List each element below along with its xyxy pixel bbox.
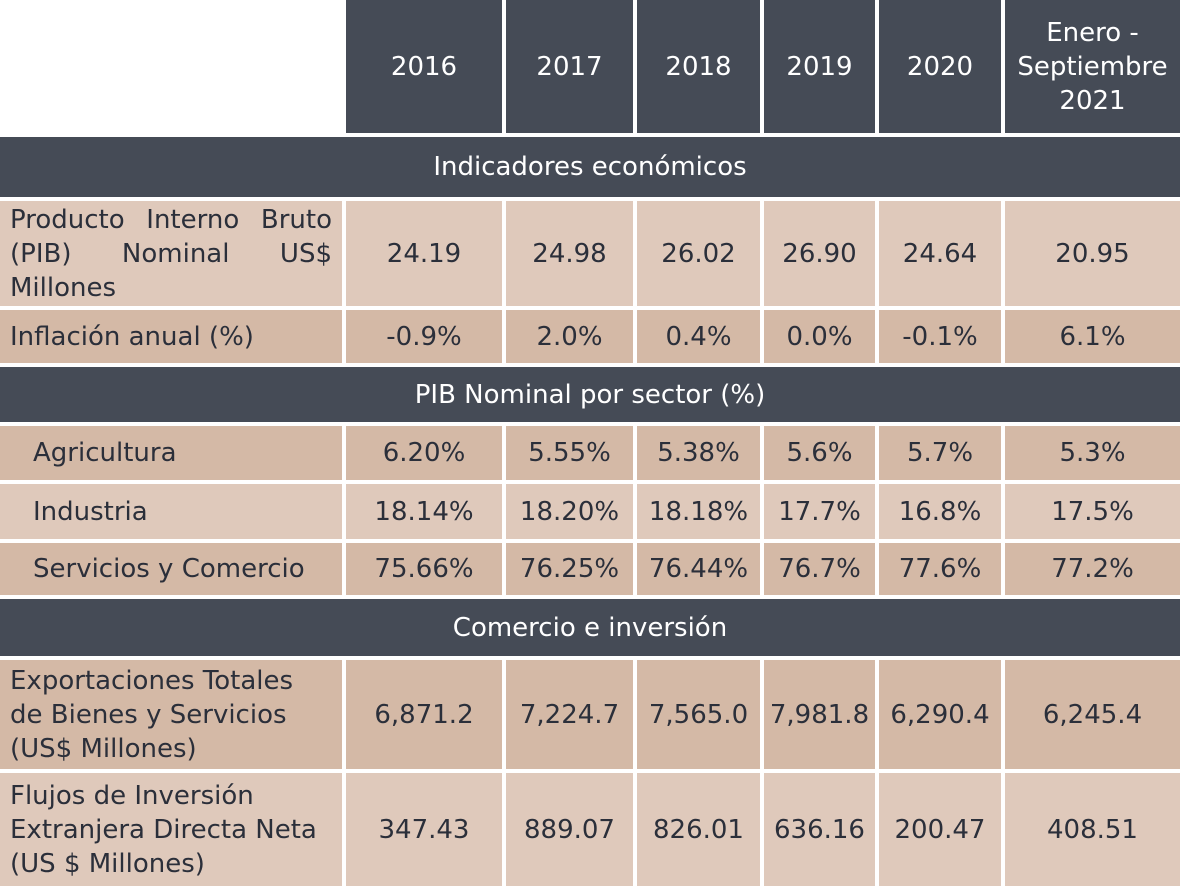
table-cell: 636.16 [764,773,879,886]
table-cell: 6,245.4 [1005,660,1180,773]
table-cell: 17.7% [764,484,879,543]
section-title: Comercio e inversión [0,599,1180,660]
table-row: Servicios y Comercio 75.66% 76.25% 76.44… [0,543,1180,599]
table-cell: 77.2% [1005,543,1180,599]
table-row: Producto Interno Bruto (PIB) Nominal US$… [0,201,1180,310]
table-cell: 5.38% [637,426,764,484]
table-cell: 77.6% [879,543,1005,599]
table-cell: 0.0% [764,310,879,367]
table-cell: 5.7% [879,426,1005,484]
table-cell: 7,565.0 [637,660,764,773]
table-cell: 6.1% [1005,310,1180,367]
section-row: Indicadores económicos [0,137,1180,201]
table-cell: 6,290.4 [879,660,1005,773]
table-cell: 2.0% [506,310,637,367]
table-cell: 24.98 [506,201,637,310]
table-cell: -0.9% [346,310,506,367]
column-header-2021: Enero - Septiembre 2021 [1005,0,1180,137]
table-cell: 5.6% [764,426,879,484]
table-cell: 889.07 [506,773,637,886]
table-cell: 18.20% [506,484,637,543]
row-label: Inflación anual (%) [0,310,346,367]
header-row: 2016 2017 2018 2019 2020 Enero - Septiem… [0,0,1180,137]
row-label: Producto Interno Bruto (PIB) Nominal US$… [0,201,346,310]
column-header-2018: 2018 [637,0,764,137]
row-label: Exportaciones Totales de Bienes y Servic… [0,660,346,773]
table-cell: 6.20% [346,426,506,484]
table-cell: 75.66% [346,543,506,599]
column-header-2017: 2017 [506,0,637,137]
section-title: PIB Nominal por sector (%) [0,367,1180,426]
table-cell: 76.25% [506,543,637,599]
row-label: Industria [0,484,346,543]
table-cell: 16.8% [879,484,1005,543]
table-cell: 5.55% [506,426,637,484]
table-cell: 17.5% [1005,484,1180,543]
table-cell: -0.1% [879,310,1005,367]
column-header-2019: 2019 [764,0,879,137]
section-row: PIB Nominal por sector (%) [0,367,1180,426]
table-cell: 7,981.8 [764,660,879,773]
table-cell: 24.19 [346,201,506,310]
table-row: Inflación anual (%) -0.9% 2.0% 0.4% 0.0%… [0,310,1180,367]
column-header-2020: 2020 [879,0,1005,137]
header-blank-cell [0,0,346,137]
table-cell: 347.43 [346,773,506,886]
row-label: Flujos de Inversión Extranjera Directa N… [0,773,346,886]
table-cell: 26.90 [764,201,879,310]
row-label: Servicios y Comercio [0,543,346,599]
table-cell: 24.64 [879,201,1005,310]
table-cell: 20.95 [1005,201,1180,310]
table-row: Exportaciones Totales de Bienes y Servic… [0,660,1180,773]
table-cell: 76.7% [764,543,879,599]
table-cell: 7,224.7 [506,660,637,773]
table-cell: 26.02 [637,201,764,310]
table-cell: 826.01 [637,773,764,886]
table-cell: 18.14% [346,484,506,543]
table-cell: 18.18% [637,484,764,543]
row-label: Agricultura [0,426,346,484]
table-cell: 0.4% [637,310,764,367]
table-cell: 5.3% [1005,426,1180,484]
table-cell: 6,871.2 [346,660,506,773]
table-cell: 200.47 [879,773,1005,886]
table-row: Agricultura 6.20% 5.55% 5.38% 5.6% 5.7% … [0,426,1180,484]
column-header-2016: 2016 [346,0,506,137]
section-row: Comercio e inversión [0,599,1180,660]
table-cell: 408.51 [1005,773,1180,886]
table-row: Industria 18.14% 18.20% 18.18% 17.7% 16.… [0,484,1180,543]
table-cell: 76.44% [637,543,764,599]
section-title: Indicadores económicos [0,137,1180,201]
table-row: Flujos de Inversión Extranjera Directa N… [0,773,1180,886]
